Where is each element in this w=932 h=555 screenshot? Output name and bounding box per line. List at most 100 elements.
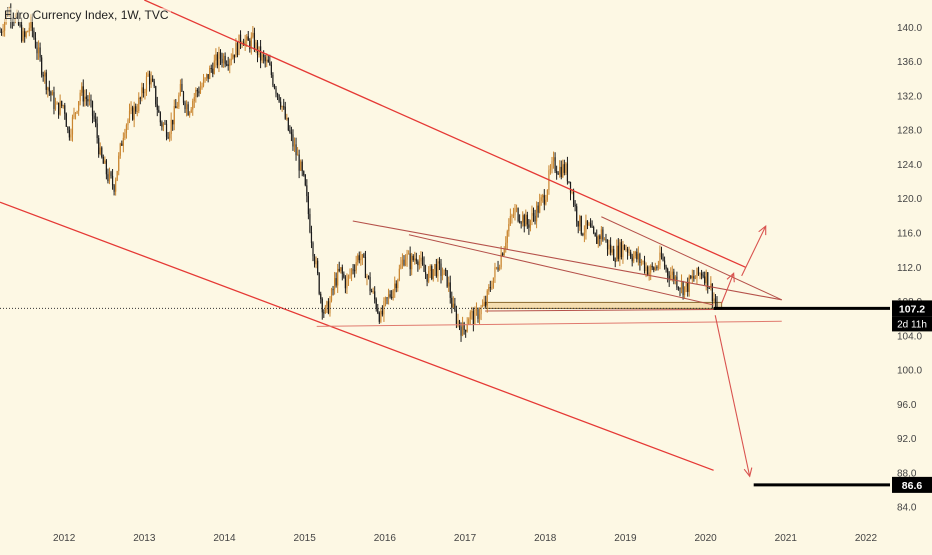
- candle-body: [56, 102, 58, 105]
- candle-body: [300, 161, 302, 171]
- candle-body: [267, 59, 269, 63]
- candle-body: [572, 191, 575, 205]
- y-tick-label: 96.0: [897, 400, 917, 411]
- candle-body: [70, 134, 72, 138]
- candle-body: [576, 206, 578, 222]
- candle-body: [93, 115, 95, 119]
- candle-body: [68, 130, 70, 138]
- x-tick-label: 2018: [534, 533, 557, 544]
- candle-body: [148, 73, 151, 85]
- candle-body: [642, 260, 644, 262]
- candle-body: [283, 106, 285, 108]
- candle-body: [238, 34, 240, 55]
- arrow-big-up-head: [758, 225, 767, 236]
- candle-body: [472, 311, 474, 325]
- candle-body: [687, 282, 689, 292]
- candle-body: [250, 36, 252, 49]
- candle-body: [50, 91, 52, 96]
- candle-body: [182, 91, 185, 103]
- candle-body: [670, 274, 672, 280]
- candle-body: [651, 265, 653, 268]
- candle-body: [141, 87, 143, 99]
- candle-body: [400, 264, 402, 269]
- arrow-down-head: [743, 467, 753, 478]
- candle-body: [643, 260, 646, 271]
- candle-body: [327, 301, 330, 314]
- candle-body: [19, 24, 21, 26]
- candle-body: [486, 290, 488, 306]
- candle-body: [2, 30, 4, 32]
- candle-body: [293, 144, 296, 147]
- candle-body: [421, 257, 424, 265]
- candle-body: [196, 90, 198, 92]
- candle-body: [372, 291, 374, 293]
- candle-body: [187, 104, 189, 116]
- candle-body: [355, 262, 357, 271]
- candle-body: [193, 96, 195, 102]
- candle-body: [480, 306, 482, 315]
- candle-body: [508, 224, 510, 232]
- candle-body: [384, 297, 387, 301]
- candle-body: [0, 31, 1, 33]
- wedge-late-upper-line: [601, 216, 782, 301]
- x-tick-label: 2015: [294, 533, 317, 544]
- candle-body: [295, 144, 297, 156]
- candle-body: [663, 260, 666, 267]
- candle-body: [457, 320, 459, 324]
- candle-body: [697, 267, 700, 275]
- candle-body: [579, 215, 581, 227]
- candle-body: [44, 72, 46, 77]
- candle-body: [190, 109, 192, 113]
- candle-body: [135, 106, 137, 112]
- candle-body: [569, 181, 572, 193]
- candle-body: [301, 161, 303, 172]
- candle-body: [147, 73, 149, 77]
- candle-body: [127, 120, 129, 126]
- candle-body: [340, 267, 342, 271]
- candle-body: [420, 257, 422, 262]
- candle-body: [375, 299, 377, 309]
- candle-body: [189, 112, 191, 116]
- candle-body: [415, 258, 417, 262]
- candle-body: [364, 257, 367, 278]
- candle-body: [603, 239, 606, 241]
- candle-body: [139, 97, 141, 99]
- candle-body: [497, 267, 499, 270]
- candle-body: [235, 43, 237, 58]
- channel-upper-line: [144, 0, 746, 268]
- candle-body: [582, 234, 584, 236]
- candle-body: [659, 252, 661, 266]
- candle-body: [304, 175, 306, 186]
- candle-body: [602, 229, 604, 240]
- candle-body: [88, 99, 91, 102]
- candle-body: [94, 118, 97, 124]
- candle-body: [303, 171, 305, 176]
- candle-body: [98, 138, 100, 155]
- candle-body: [429, 266, 431, 271]
- candle-body: [0, 31, 3, 33]
- candle-body: [546, 190, 548, 200]
- candle-body: [523, 215, 525, 227]
- target-price-badge: [892, 476, 932, 493]
- chart-title: Euro Currency Index, 1W, TVC: [2, 8, 171, 22]
- candle-body: [290, 132, 293, 135]
- candle-body: [64, 105, 66, 114]
- candle-body: [451, 297, 453, 308]
- x-tick-label: 2014: [213, 533, 236, 544]
- countdown-label: 2d 11h: [897, 319, 927, 330]
- last-price-label: 107.2: [899, 303, 925, 315]
- candle-body: [276, 93, 279, 95]
- candle-body: [286, 117, 288, 119]
- candle-body: [677, 287, 680, 289]
- candle-body: [401, 259, 404, 265]
- candle-body: [57, 102, 60, 115]
- candle-body: [568, 181, 570, 183]
- candle-body: [162, 123, 165, 127]
- candle-body: [699, 273, 701, 275]
- y-tick-label: 124.0: [897, 160, 922, 171]
- y-tick-label: 140.0: [897, 23, 922, 34]
- candle-body: [59, 100, 61, 115]
- candle-body: [333, 278, 336, 290]
- candle-body: [708, 287, 710, 289]
